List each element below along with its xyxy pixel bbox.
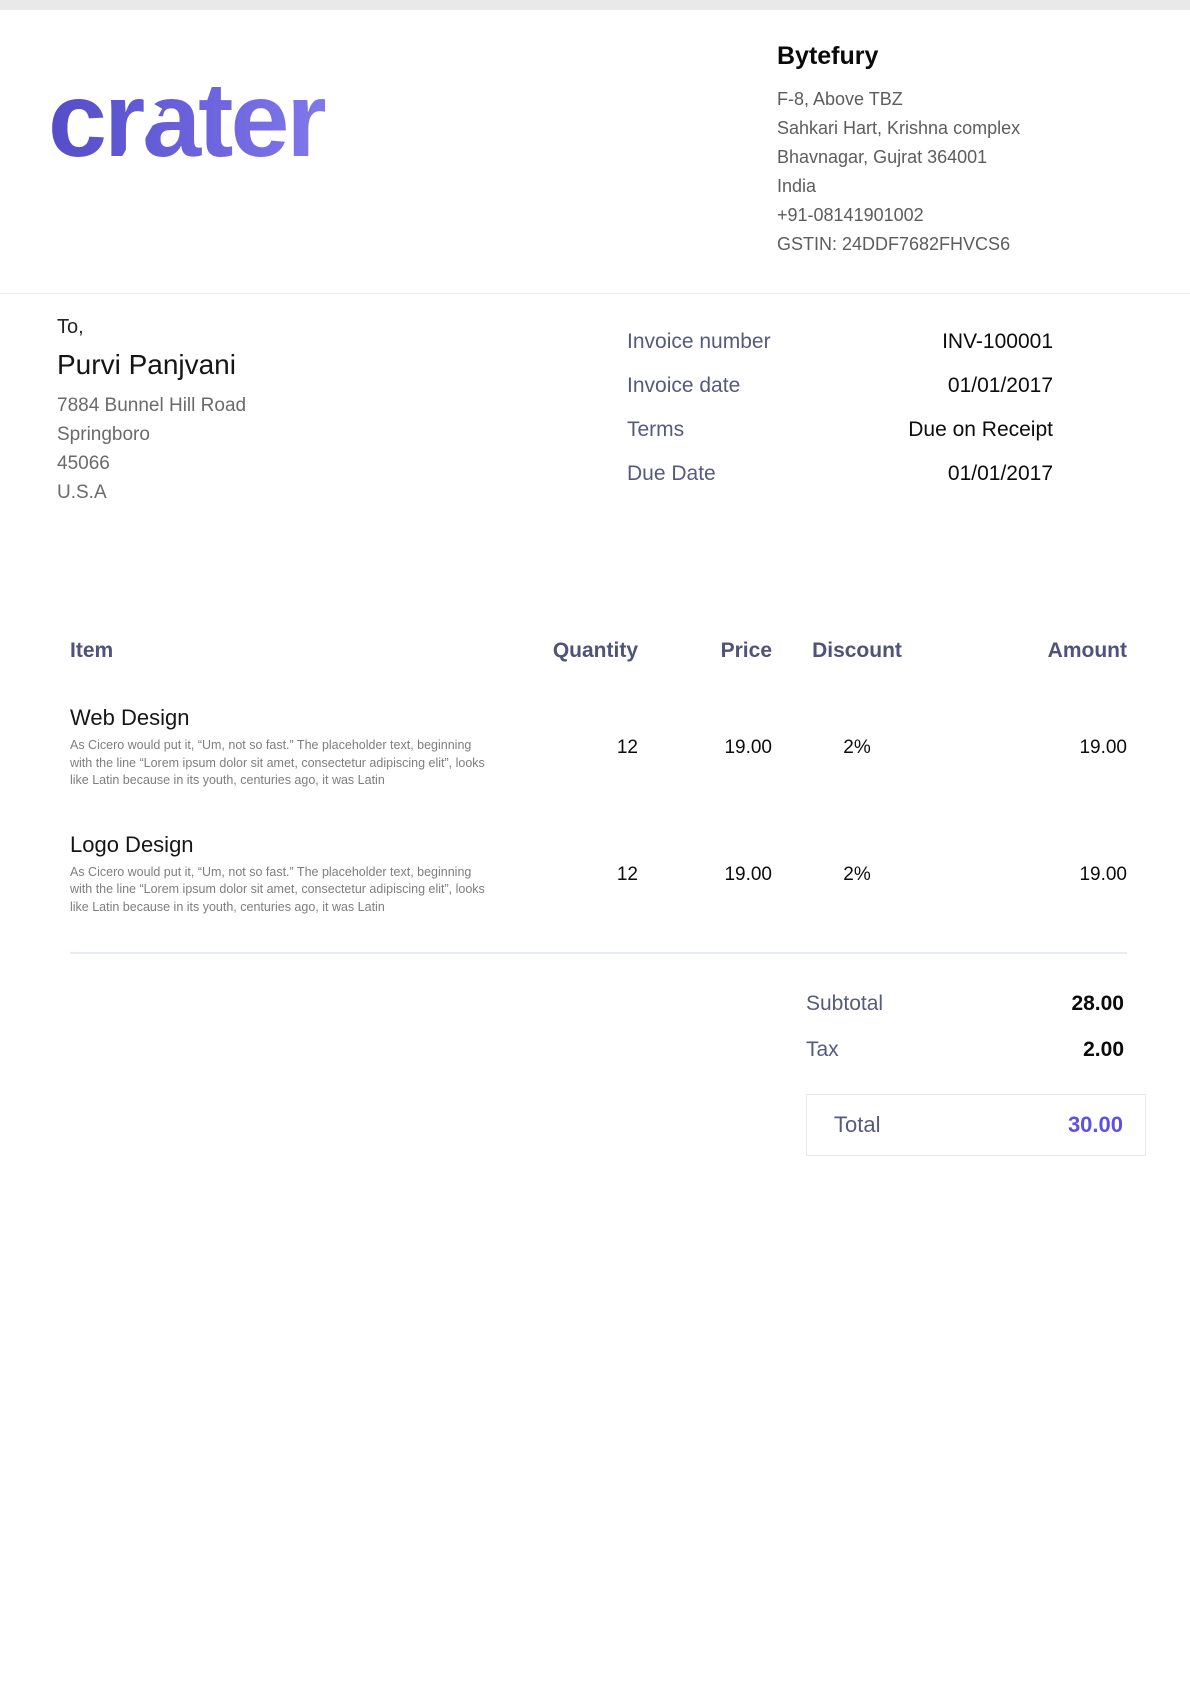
item-quantity: 12 xyxy=(616,863,638,885)
company-phone: +91-08141901002 xyxy=(777,205,924,225)
item-amount: 19.00 xyxy=(1079,737,1127,758)
company-info: Bytefury F-8, Above TBZ Sahkari Hart, Kr… xyxy=(777,10,1127,293)
customer-address-line: Springboro xyxy=(57,424,150,445)
item-discount: 2% xyxy=(843,737,871,758)
item-cell: Logo Design As Cicero would put it, “Um,… xyxy=(70,832,518,917)
item-description: As Cicero would put it, “Um, not so fast… xyxy=(70,738,485,787)
item-quantity: 12 xyxy=(616,737,638,758)
crater-logo-text: crater xyxy=(48,61,328,179)
invoice-meta-block: Invoice number INV-100001 Invoice date 0… xyxy=(627,316,1053,507)
item-name: Logo Design xyxy=(70,831,194,857)
tax-row: Tax 2.00 xyxy=(806,1038,1146,1062)
company-address-line: F-8, Above TBZ xyxy=(777,89,903,109)
due-date-value: 01/01/2017 xyxy=(947,462,1053,485)
total-label: Total xyxy=(834,1112,881,1137)
item-price: 19.00 xyxy=(724,863,772,885)
due-date-label: Due Date xyxy=(627,462,716,485)
table-bottom-divider xyxy=(70,952,1127,954)
terms-row: Terms Due on Receipt xyxy=(627,418,1053,442)
table-row: Web Design As Cicero would put it, “Um, … xyxy=(70,663,1127,790)
invoice-number-label: Invoice number xyxy=(627,330,771,353)
items-table: Item Quantity Price Discount Amount Web … xyxy=(70,639,1127,916)
items-table-header: Item Quantity Price Discount Amount xyxy=(70,639,1127,663)
due-date-row: Due Date 01/01/2017 xyxy=(627,462,1053,486)
invoice-info-section: To, Purvi Panjvani 7884 Bunnel Hill Road… xyxy=(0,294,1190,507)
bill-to-label: To, xyxy=(57,316,84,338)
company-address-line: India xyxy=(777,176,817,196)
item-description: As Cicero would put it, “Um, not so fast… xyxy=(70,864,485,914)
invoice-date-label: Invoice date xyxy=(627,374,741,397)
invoice-date-row: Invoice date 01/01/2017 xyxy=(627,374,1053,398)
tax-label: Tax xyxy=(806,1038,839,1061)
terms-label: Terms xyxy=(627,418,685,441)
subtotal-label: Subtotal xyxy=(806,992,884,1015)
subtotal-value: 28.00 xyxy=(1071,992,1124,1015)
terms-value: Due on Receipt xyxy=(908,418,1053,441)
invoice-number-row: Invoice number INV-100001 xyxy=(627,330,1053,354)
crater-logo: crater xyxy=(48,10,496,293)
items-table-body: Web Design As Cicero would put it, “Um, … xyxy=(70,663,1127,916)
item-amount: 19.00 xyxy=(1079,863,1127,885)
page-top-band xyxy=(0,0,1190,10)
grand-total-box: Total 30.00 xyxy=(806,1094,1146,1156)
item-discount: 2% xyxy=(843,863,871,885)
customer-address-line: 45066 xyxy=(57,453,110,474)
company-gstin: GSTIN: 24DDF7682FHVCS6 xyxy=(777,234,1011,254)
item-price: 19.00 xyxy=(724,737,772,758)
invoice-number-value: INV-100001 xyxy=(942,330,1053,353)
customer-address-line: U.S.A xyxy=(57,482,107,503)
company-name: Bytefury xyxy=(777,42,879,70)
customer-name: Purvi Panjvani xyxy=(57,349,236,380)
invoice-header: crater Bytefury F-8, Above TBZ Sahkari H… xyxy=(0,10,1190,294)
table-row: Logo Design As Cicero would put it, “Um,… xyxy=(70,790,1127,917)
total-value: 30.00 xyxy=(1067,1112,1123,1137)
bill-to-block: To, Purvi Panjvani 7884 Bunnel Hill Road… xyxy=(57,316,246,507)
subtotal-row: Subtotal 28.00 xyxy=(806,992,1146,1016)
logo-slice-decoration xyxy=(459,128,496,180)
customer-address-line: 7884 Bunnel Hill Road xyxy=(57,395,247,416)
company-address-line: Sahkari Hart, Krishna complex xyxy=(777,118,1021,138)
item-cell: Web Design As Cicero would put it, “Um, … xyxy=(70,705,518,790)
column-header-discount: Discount xyxy=(812,639,902,662)
totals-section: Subtotal 28.00 Tax 2.00 Total 30.00 xyxy=(806,992,1146,1156)
column-header-item: Item xyxy=(70,639,114,662)
column-header-price: Price xyxy=(720,639,772,662)
column-header-quantity: Quantity xyxy=(552,639,638,662)
item-name: Web Design xyxy=(70,705,190,730)
tax-value: 2.00 xyxy=(1083,1038,1124,1061)
company-address-line: Bhavnagar, Gujrat 364001 xyxy=(777,147,988,167)
invoice-date-value: 01/01/2017 xyxy=(947,374,1053,397)
column-header-amount: Amount xyxy=(1047,639,1127,662)
